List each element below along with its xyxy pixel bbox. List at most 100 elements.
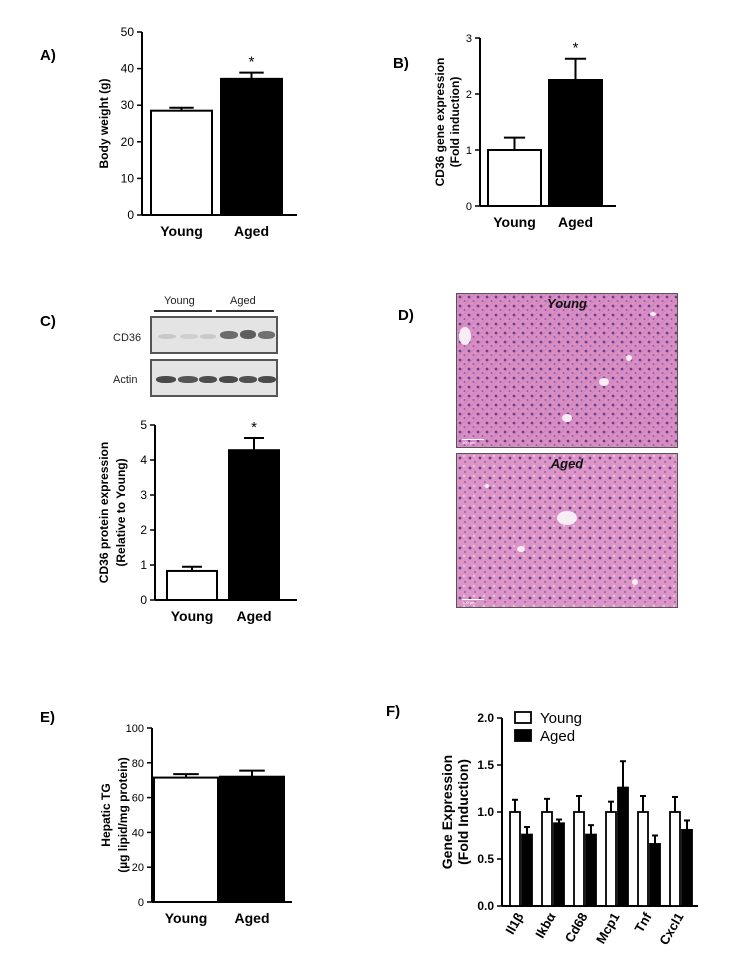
x-tick-label: Young bbox=[493, 214, 536, 230]
histology-label-young: Young bbox=[547, 296, 587, 311]
liver-histology: Young 100 µm Aged 100 µm bbox=[456, 293, 678, 609]
blot-band bbox=[258, 331, 275, 339]
legend-label: Aged bbox=[540, 728, 575, 745]
significance-marker: * bbox=[573, 40, 579, 57]
bar bbox=[509, 811, 521, 907]
y-axis-label: (Relative to Young) bbox=[114, 458, 128, 566]
histology-label-aged: Aged bbox=[550, 456, 584, 471]
y-tick-label: 60 bbox=[132, 793, 144, 805]
y-tick-label: 5 bbox=[140, 418, 147, 432]
scale-bar: 100 µm bbox=[462, 599, 484, 605]
x-tick-label: Mcp1 bbox=[593, 910, 623, 946]
blot-band bbox=[180, 334, 198, 339]
panel-label-c: C) bbox=[40, 313, 56, 330]
y-axis-label: CD36 protein expression bbox=[97, 442, 111, 583]
y-tick-label: 10 bbox=[121, 171, 135, 185]
y-tick-label: 20 bbox=[132, 862, 144, 874]
histology-tile-aged: Aged 100 µm bbox=[456, 453, 678, 608]
panel-label-e: E) bbox=[40, 709, 55, 726]
bar bbox=[220, 77, 283, 216]
legend-swatch bbox=[514, 711, 532, 724]
bar bbox=[585, 833, 597, 907]
y-tick-label: 100 bbox=[126, 723, 144, 735]
bar bbox=[219, 775, 285, 903]
y-tick-label: 40 bbox=[121, 62, 135, 76]
chart-cd36-protein-expression: 0 1 2 3 4 5 Young Aged * CD36 protein expression(… bbox=[97, 418, 297, 624]
blot-band bbox=[240, 330, 256, 339]
y-tick-label: 0 bbox=[466, 201, 472, 213]
western-blot: Young Aged bbox=[150, 295, 280, 405]
bar bbox=[150, 109, 213, 216]
blot-band bbox=[199, 376, 217, 383]
blot-actin-strip bbox=[150, 359, 278, 397]
y-axis-label: (Fold induction) bbox=[448, 77, 462, 168]
y-axis-label: (Fold Induction) bbox=[455, 759, 471, 865]
x-tick-label: Aged bbox=[235, 910, 270, 926]
x-tick-label: Young bbox=[165, 910, 208, 926]
chart-cd36-gene-expression: 0 1 2 3 Young Aged * CD36 gene expression (Fold … bbox=[433, 33, 616, 230]
scale-bar-label: 100 µm bbox=[462, 440, 476, 445]
bar bbox=[553, 822, 565, 907]
x-tick-label: Young bbox=[160, 223, 203, 239]
y-tick-label: 50 bbox=[121, 25, 135, 39]
bar bbox=[228, 449, 280, 602]
y-axis-label: Hepatic TG bbox=[99, 783, 113, 846]
bar bbox=[605, 811, 617, 907]
y-tick-label: 0 bbox=[140, 593, 147, 607]
x-tick-label: Aged bbox=[558, 214, 593, 230]
x-tick-label: Aged bbox=[237, 608, 272, 624]
chart-inflammatory-gene-expression: 0.0 0.5 1.0 1.5 2.0 Il1β Ikbα Cd68 Mcp1 Tnf Cxcl1 Y… bbox=[439, 710, 698, 948]
histology-tile-young: Young 100 µm bbox=[456, 293, 678, 448]
blot-band bbox=[178, 376, 198, 383]
blot-row-cd36: CD36 bbox=[113, 332, 142, 344]
y-tick-label: 20 bbox=[121, 135, 135, 149]
bar bbox=[649, 843, 661, 907]
panel-label-d: D) bbox=[398, 307, 414, 324]
bar bbox=[521, 833, 533, 907]
blot-band bbox=[158, 334, 176, 339]
bar bbox=[541, 811, 553, 907]
histology-image-aged bbox=[457, 454, 677, 607]
bar bbox=[166, 569, 218, 602]
bar bbox=[487, 149, 542, 207]
blot-band bbox=[258, 376, 276, 383]
x-tick-label: Young bbox=[171, 608, 214, 624]
bar bbox=[669, 811, 681, 907]
blot-row-actin: Actin bbox=[113, 374, 138, 386]
y-tick-label: 0.5 bbox=[477, 852, 494, 866]
y-axis-label: Gene Expression bbox=[439, 755, 455, 869]
y-tick-label: 0 bbox=[138, 897, 144, 909]
blot-band bbox=[156, 376, 176, 383]
y-tick-label: 2 bbox=[140, 523, 147, 537]
y-axis-label: Body weight (g) bbox=[97, 79, 111, 169]
chart-body-weight: 0 10 20 30 40 50 Young Aged * Body weight (g) bbox=[97, 25, 297, 239]
blot-band bbox=[239, 376, 257, 383]
y-tick-label: 2 bbox=[466, 89, 472, 101]
x-tick-label: Cxcl1 bbox=[656, 910, 686, 948]
panel-label-a: A) bbox=[40, 47, 56, 64]
x-tick-label: Aged bbox=[234, 223, 269, 239]
significance-marker: * bbox=[249, 54, 255, 71]
y-axis-label: CD36 gene expression bbox=[433, 58, 447, 187]
blot-band bbox=[220, 331, 238, 339]
blot-cd36-strip bbox=[150, 316, 278, 354]
panel-label-f: F) bbox=[386, 703, 400, 720]
bar bbox=[573, 811, 585, 907]
scale-bar-label: 100 µm bbox=[462, 600, 476, 605]
legend-label: Young bbox=[540, 710, 582, 727]
chart-hepatic-tg: 0 20 40 60 80 100 Young Aged Hepatic TG (µg lipid… bbox=[99, 723, 292, 926]
y-axis-label: (µg lipid/mg protein) bbox=[116, 757, 130, 873]
histology-image-young bbox=[457, 294, 677, 447]
blot-group-aged: Aged bbox=[230, 295, 256, 307]
bar bbox=[637, 811, 649, 907]
x-tick-label: Tnf bbox=[631, 909, 654, 935]
scale-bar: 100 µm bbox=[462, 439, 484, 445]
y-tick-label: 40 bbox=[132, 827, 144, 839]
blot-group-aged-line bbox=[216, 310, 274, 312]
x-tick-label: Cd68 bbox=[562, 910, 591, 945]
y-tick-label: 1.5 bbox=[477, 758, 494, 772]
y-tick-label: 1 bbox=[466, 145, 472, 157]
bar bbox=[617, 786, 629, 907]
y-tick-label: 30 bbox=[121, 98, 135, 112]
blot-group-young-line bbox=[154, 310, 212, 312]
